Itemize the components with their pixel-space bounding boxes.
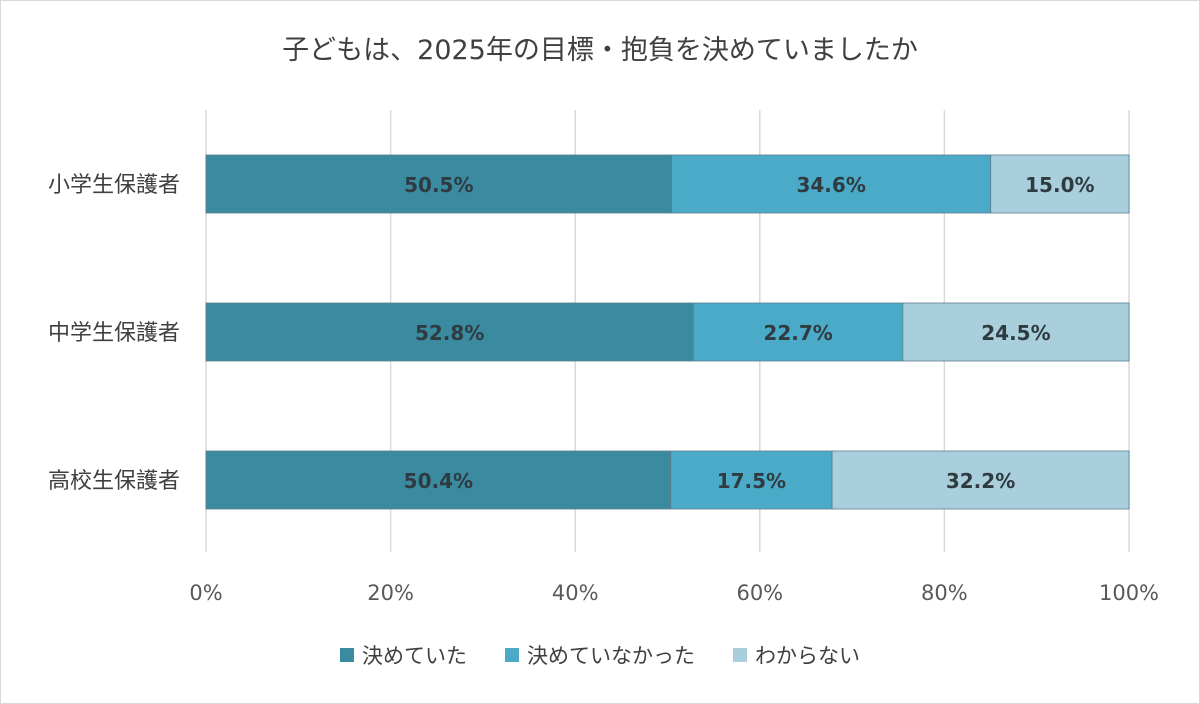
legend-label-not-decided: 決めていなかった <box>527 644 695 668</box>
bar-segment <box>990 154 1130 214</box>
legend-label-decided: 決めていた <box>362 644 467 668</box>
bar-segment <box>205 154 673 214</box>
data-label: 50.5% <box>404 173 473 197</box>
legend-swatch-not-decided <box>505 648 519 662</box>
legend-item-unknown: わからない <box>733 640 860 670</box>
x-tick-label: 20% <box>367 581 414 605</box>
chart-legend: 決めていた 決めていなかった わからない <box>0 640 1200 670</box>
data-label: 22.7% <box>763 321 832 345</box>
data-label: 50.4% <box>404 469 473 493</box>
bar-segment <box>692 302 904 362</box>
category-label: 小学生保護者 <box>48 173 180 198</box>
x-tick-label: 0% <box>189 581 222 605</box>
bar-segment <box>670 450 833 510</box>
legend-item-not-decided: 決めていなかった <box>505 640 695 670</box>
bar-segment <box>671 154 992 214</box>
data-label: 52.8% <box>415 321 484 345</box>
x-tick-label: 80% <box>921 581 968 605</box>
legend-item-decided: 決めていた <box>340 640 467 670</box>
bar-segment <box>205 450 672 510</box>
data-label: 24.5% <box>981 321 1050 345</box>
data-label: 34.6% <box>796 173 865 197</box>
legend-swatch-unknown <box>733 648 747 662</box>
chart-title: 子どもは、2025年の目標・抱負を決めていましたか <box>282 35 918 66</box>
x-tick-label: 60% <box>736 581 783 605</box>
x-tick-label: 100% <box>1099 581 1159 605</box>
legend-label-unknown: わからない <box>755 644 860 668</box>
bar-segment <box>902 302 1130 362</box>
category-label: 高校生保護者 <box>48 469 180 494</box>
bar-segment <box>205 302 694 362</box>
bar-segment <box>831 450 1130 510</box>
data-label: 32.2% <box>946 469 1015 493</box>
category-label: 中学生保護者 <box>48 321 180 346</box>
data-label: 17.5% <box>717 469 786 493</box>
x-tick-label: 40% <box>552 581 599 605</box>
legend-swatch-decided <box>340 648 354 662</box>
data-label: 15.0% <box>1025 173 1094 197</box>
